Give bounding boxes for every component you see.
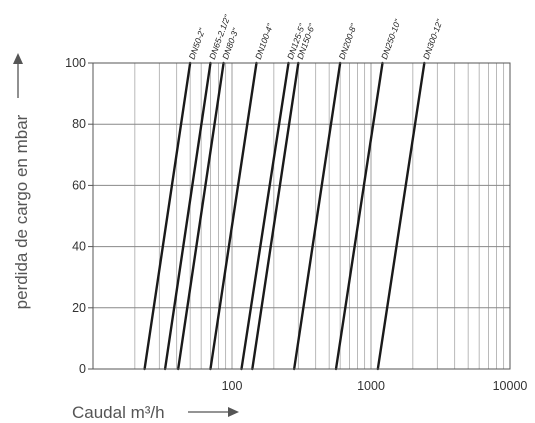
series-label: DN300-12" [421,17,445,61]
y-tick-label: 60 [72,178,86,192]
series-line [376,61,426,371]
y-tick-label: 80 [72,117,86,131]
series-label: DN200-8" [337,22,359,61]
series-labels: DN50-2" DN65-2.1/2"DN80-3" DN100-4" DN125-5… [187,13,445,61]
y-axis-arrow-head [13,53,23,64]
series-line [176,61,225,371]
x-tick-label: 100 [222,379,243,393]
x-axis-title: Caudal m³/h [72,403,165,422]
x-tick-label: 1000 [357,379,385,393]
x-axis-arrow-head [228,407,239,417]
series-label: DN50-2" [187,26,208,61]
series-label: DN100-4" [253,22,275,61]
series-lines [143,61,426,371]
series-line [251,61,300,371]
series-line [240,61,290,371]
axes [92,62,511,370]
y-tick-label: 0 [79,362,86,376]
series-line [143,61,192,371]
y-tick-label: 40 [72,240,86,254]
y-tick-label: 20 [72,301,86,315]
series-line [163,61,212,371]
series-line [292,61,342,371]
y-axis-title: perdida de cargo en mbar [12,114,31,309]
series-line [209,61,258,371]
series-line [334,61,384,371]
series-label: DN250-10" [379,17,403,61]
y-tick-label: 100 [65,56,86,70]
plot-frame [92,62,511,370]
x-tick-label: 10000 [493,379,528,393]
tick-labels: 0 20 40 60 80 100 100 1000 10000 [65,56,527,393]
